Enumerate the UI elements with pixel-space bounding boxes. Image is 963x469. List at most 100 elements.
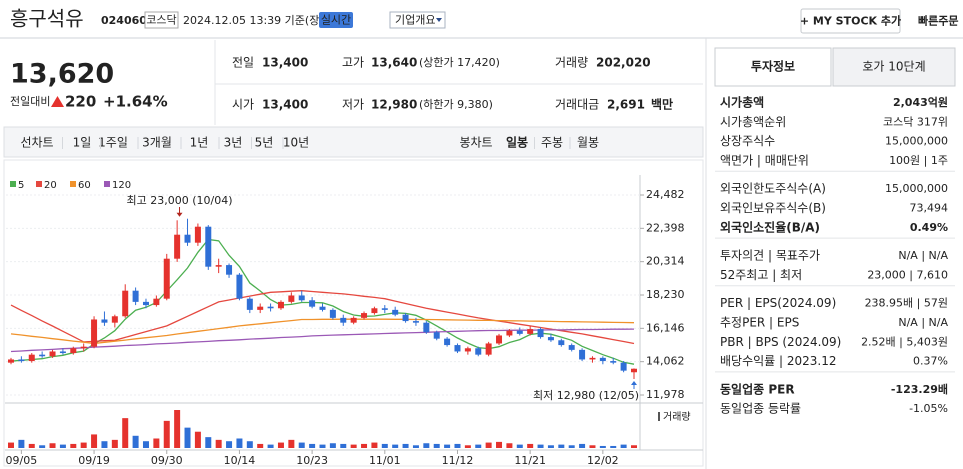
candle-body (631, 368, 637, 373)
period-tab[interactable]: 1년 (190, 136, 209, 150)
candle-body (392, 309, 399, 315)
candle-body (257, 306, 264, 310)
candle-body (298, 295, 305, 301)
info-label: PBR | BPS (2024.09) (720, 335, 841, 349)
tab-inactive[interactable] (832, 47, 956, 87)
candle-body (267, 306, 274, 309)
volume-bar (599, 445, 606, 448)
info-label: 외국인보유주식수(B) (720, 201, 826, 215)
volume-bar (392, 444, 399, 448)
period-tab[interactable]: 1주일 (98, 136, 128, 150)
y-tick-label: 14,062 (646, 355, 685, 368)
period-tab[interactable]: 월봉 (577, 136, 599, 150)
tab-group-label: 봉차트 (459, 136, 492, 150)
panel-tab[interactable]: 호가 10단계 (862, 60, 925, 74)
volume-bar (101, 441, 108, 448)
info-label: PER | EPS(2024.09) (720, 296, 836, 310)
panel-tab[interactable]: 투자정보 (751, 59, 795, 74)
quote-label: 거래대금 (555, 98, 599, 112)
candle-body (153, 298, 160, 306)
candle-body (8, 359, 14, 363)
info-label: 시가총액 (720, 95, 764, 110)
volume-bar (631, 445, 637, 448)
period-tab[interactable]: 주봉 (541, 136, 563, 150)
company-overview[interactable]: 기업개요 (395, 14, 435, 27)
volume-bar (18, 439, 25, 448)
candle-body (70, 348, 77, 354)
volume-bar (184, 427, 191, 448)
info-value: 2.52배 | 5,403원 (861, 335, 948, 348)
info-label: 동일업종 PER (720, 382, 795, 396)
volume-bar (226, 441, 233, 448)
quote-value: 13,640 (371, 56, 417, 70)
volume-bar (298, 442, 305, 448)
mystock[interactable]: + MY STOCK 추가 (800, 14, 901, 28)
volume-bar (527, 443, 534, 448)
x-tick-label: 10/23 (296, 454, 328, 467)
candle-body (464, 348, 471, 352)
up-icon (51, 96, 64, 107)
candle-body (527, 329, 534, 334)
candle-body (205, 226, 212, 267)
y-tick-label: 16,146 (646, 321, 685, 334)
volume-bar (70, 443, 77, 448)
volume-bar (329, 443, 336, 448)
period-tab[interactable]: 3개월 (142, 136, 172, 150)
info-value: N/A | N/A (898, 249, 948, 262)
volume-bar (350, 444, 357, 448)
x-tick-label: 09/30 (151, 454, 183, 467)
volume-bar (402, 443, 409, 448)
info-value: 23,000 | 7,610 (867, 268, 948, 281)
candle-body (122, 290, 129, 317)
period-tab[interactable]: 10년 (283, 136, 309, 150)
volume-bar (516, 444, 523, 448)
volume-bar (142, 441, 149, 448)
candle-body (412, 321, 419, 323)
candle-body (215, 265, 222, 267)
volume-bar (246, 441, 253, 448)
volume-bar (444, 444, 451, 448)
candle-body (49, 351, 56, 357)
volume-bar (91, 434, 98, 448)
candle-body (132, 290, 139, 302)
change: 220 (65, 93, 96, 111)
stock-name: 흥구석유 (10, 7, 84, 31)
mystock-button[interactable] (800, 8, 901, 34)
x-tick-label: 11/21 (514, 454, 546, 467)
stock-code: 024060 (101, 14, 147, 27)
quote-label: 전일 (232, 56, 254, 70)
period-tab[interactable]: 일봉 (506, 136, 528, 150)
y-tick-label: 18,230 (646, 288, 685, 301)
quote-extra: (상한가 17,420) (419, 56, 500, 69)
quote-extra: (하한가 9,380) (419, 97, 493, 111)
candle-body (288, 295, 295, 302)
candle-body (28, 354, 35, 362)
volume-bar (475, 444, 482, 448)
tab-active[interactable] (714, 47, 832, 87)
info-value: 15,000,000 (885, 135, 948, 148)
volume-bar (309, 443, 316, 448)
arrow-head (176, 212, 183, 217)
candle-body (485, 343, 492, 355)
period-tab[interactable]: 1일 (73, 136, 92, 150)
y-tick-label: 20,314 (646, 255, 685, 268)
company-button[interactable] (389, 11, 446, 29)
period-tab[interactable]: 5년 (255, 136, 274, 150)
info-value: 15,000,000 (885, 182, 948, 195)
quick-order[interactable]: 빠른주문 (918, 14, 958, 28)
candle-body (226, 265, 233, 275)
quote-value: 13,400 (262, 56, 308, 70)
info-label: 외국인소진율(B/A) (720, 219, 820, 234)
quote-label: 시가 (232, 98, 254, 112)
candle-body (142, 301, 149, 306)
candle-body (340, 317, 347, 323)
candle-body (39, 354, 46, 357)
candle-body (496, 335, 503, 344)
x-tick-label: 09/05 (6, 454, 38, 467)
legend-swatch (70, 181, 76, 187)
volume-bar (267, 444, 274, 448)
x-tick-label: 09/19 (78, 454, 110, 467)
volume-bar (610, 445, 617, 448)
period-tab[interactable]: 3년 (224, 136, 243, 150)
